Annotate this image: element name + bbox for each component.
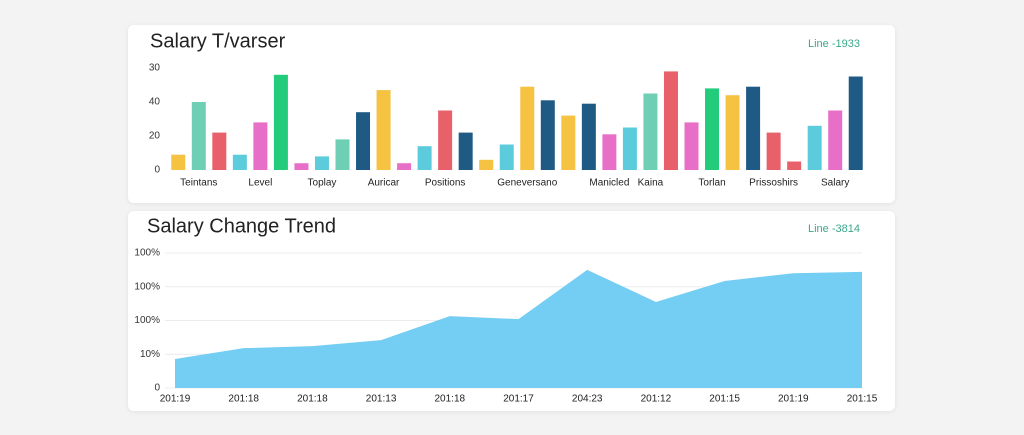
bar [622,127,637,170]
bar [253,122,268,170]
bar [356,112,371,170]
x-tick-label: Kaina [638,178,664,189]
bar [848,76,863,170]
y-tick-label: 0 [154,165,160,176]
x-tick-label: Torlan [698,178,725,189]
y-tick-label: 0 [154,383,160,394]
y-tick-label: 100% [134,248,160,259]
bar [643,93,658,170]
chart-title: Salary T/varser [150,30,286,52]
y-tick-label: 100% [134,315,160,326]
x-tick-label: 201:19 [778,394,809,405]
bar [417,146,432,170]
bar [191,102,206,170]
bar [314,156,329,170]
x-tick-label: 201:18 [297,394,328,405]
bar [458,132,473,170]
bar [479,159,494,170]
bar [766,132,781,170]
x-tick-label: 201:12 [641,394,672,405]
x-tick-label: 201:15 [709,394,740,405]
bar [725,95,740,170]
x-tick-label: 201:13 [366,394,397,405]
bar [684,122,699,170]
chart-title: Salary Change Trend [147,215,336,237]
annotation: Line -1933 [808,38,860,50]
bar [397,163,412,170]
bar [705,88,720,170]
y-tick-label: 30 [149,63,161,74]
annotation: Line -3814 [808,223,860,235]
bar [232,154,247,170]
bar [561,115,576,170]
bar [499,144,514,170]
x-tick-label: 201:18 [228,394,259,405]
x-tick-label: Manicled [589,178,629,189]
bar [376,90,391,170]
x-tick-label: Auricar [368,178,400,189]
x-tick-label: Teintans [180,178,217,189]
x-tick-label: 201:17 [503,394,534,405]
bar [273,74,288,170]
bar [438,110,453,170]
bar [663,71,678,170]
y-tick-label: 40 [149,97,161,108]
area [175,269,862,388]
bar [746,86,761,170]
x-tick-label: 201:15 [847,394,878,405]
bar [520,86,535,170]
y-tick-label: 10% [140,349,160,360]
bar [581,103,596,170]
bar [171,154,186,170]
x-tick-label: 201:18 [435,394,466,405]
bar [212,132,227,170]
bar [335,139,350,170]
y-tick-label: 100% [134,281,160,292]
x-tick-label: Level [248,178,272,189]
bar [540,100,555,170]
x-tick-label: Prissoshirs [749,178,798,189]
bar [787,161,802,170]
bar [602,134,617,170]
y-tick-label: 20 [149,131,161,142]
bar [828,110,843,170]
x-tick-label: Geneversano [497,178,557,189]
x-tick-label: Salary [821,178,849,189]
x-tick-label: Toplay [308,178,337,189]
x-tick-label: Positions [425,178,466,189]
bar [294,163,309,170]
x-tick-label: 201:19 [160,394,191,405]
bar [807,125,822,170]
x-tick-label: 204:23 [572,394,603,405]
